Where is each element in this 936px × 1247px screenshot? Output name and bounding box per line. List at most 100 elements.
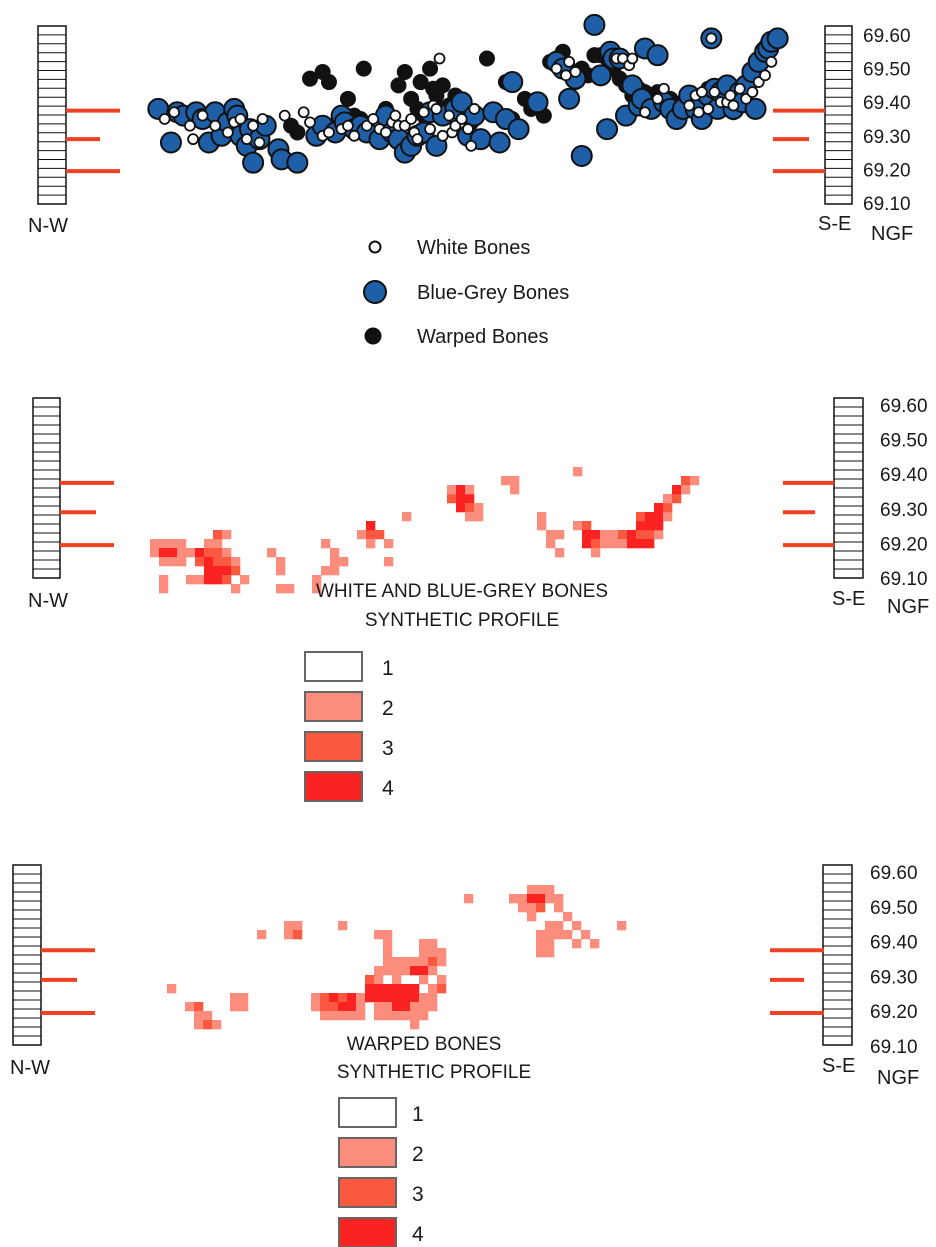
heatmap-cell-class-4 (645, 512, 655, 522)
heatmap-cell-class-2 (419, 948, 429, 958)
heatmap-cell-class-2 (663, 494, 673, 504)
heatmap-cell-class-2 (419, 1011, 429, 1021)
heatmap-cell-class-2 (428, 993, 438, 1003)
heatmap-cell-class-4 (654, 503, 664, 513)
white-bone-point (221, 126, 234, 139)
heatmap-cell-class-4 (582, 539, 592, 549)
y-tick-label: 69.60 (880, 396, 928, 417)
heatmap-cell-class-2 (572, 939, 582, 949)
y-tick-label: 69.50 (870, 898, 918, 919)
heatmap-cell-class-4 (645, 539, 655, 549)
warped-bone-point (339, 90, 356, 107)
heatmap-cell-class-4 (456, 503, 466, 513)
heatmap-cell-class-2 (240, 575, 250, 585)
heatmap-cell-class-3 (465, 503, 475, 513)
heatmap-cell-class-2 (419, 939, 429, 949)
white-bone-point (411, 133, 424, 146)
heatmap-cell-class-2 (609, 539, 619, 549)
heatmap-cell-class-2 (194, 1011, 204, 1021)
heatmap-cell-class-2 (329, 1011, 339, 1021)
warped-bone-point (478, 50, 495, 67)
profile-title-line-1: WHITE AND BLUE-GREY BONES (316, 581, 608, 602)
heatmap-cell-class-2 (186, 575, 196, 585)
blue-grey-bone-point (450, 91, 473, 114)
white-bone-point (168, 106, 181, 119)
heatmap-cell-class-2 (222, 530, 232, 540)
heatmap-cell-class-2 (563, 930, 573, 940)
profile-title-line-2: SYNTHETIC PROFILE (337, 1062, 531, 1083)
heatmap-cell-class-2 (285, 584, 295, 594)
scatter-legend: White Bones Blue-Grey Bones Warped Bones (363, 237, 569, 348)
heatmap-cell-class-3 (329, 1002, 339, 1012)
left-depth-scale (37, 25, 67, 205)
heatmap-cell-class-2 (510, 485, 520, 495)
heatmap-cell-class-2 (203, 1011, 213, 1021)
heatmap-cell-class-2 (555, 548, 565, 558)
ngf-unit-label: NGF (887, 596, 929, 618)
heatmap-cell-class-2 (195, 575, 205, 585)
blue-grey-bone-point (242, 151, 265, 174)
heatmap-cell-class-3 (203, 1020, 213, 1030)
heatmap-cell-class-2 (654, 530, 664, 540)
heatmap-cell-class-2 (428, 948, 438, 958)
left-depth-scale (12, 864, 42, 1046)
white-bone-point (342, 119, 354, 132)
y-tick-label: 69.20 (870, 1002, 918, 1023)
class-legend: 1 2 3 4 (304, 651, 394, 802)
heatmap-cell-class-2 (159, 557, 169, 567)
white-bone-point (240, 133, 253, 146)
scatter-points (147, 13, 789, 174)
nw-label: N-W (28, 215, 68, 237)
heatmap-cell-class-2 (428, 966, 438, 976)
heatmap-cell-class-2 (276, 557, 286, 567)
heatmap-cell-class-2 (545, 948, 555, 958)
white-bone-point (692, 106, 705, 119)
heatmap-cell-class-2 (437, 957, 447, 967)
legend-swatch-2 (338, 1137, 397, 1168)
heatmap-cell-class-2 (401, 957, 411, 967)
legend-warped-label: Warped Bones (417, 326, 549, 348)
heatmap-cell-class-4 (366, 521, 376, 531)
heatmap-cell-class-2 (527, 912, 537, 922)
heatmap-cell-class-2 (509, 894, 519, 904)
white-bone-point (443, 109, 455, 122)
heatmap-cell-class-2 (527, 885, 537, 895)
white-bone-point (234, 113, 247, 125)
heatmap-cell-class-2 (554, 894, 564, 904)
heatmap-cell-class-2 (546, 539, 556, 549)
heatmap-cell-class-2 (600, 539, 610, 549)
heatmap-cell-class-2 (563, 912, 573, 922)
y-tick-labels: 69.60 69.50 69.40 69.30 69.20 69.10 (880, 396, 928, 590)
blue-grey-bone-point (570, 144, 593, 167)
blue-grey-bone-point (744, 97, 767, 120)
heatmap-cell-class-3 (338, 993, 348, 1003)
legend-swatch-3 (338, 1177, 397, 1208)
heatmap-cell-class-2 (536, 885, 546, 895)
heatmap-cell-class-4 (465, 494, 475, 504)
white-bone-point (765, 55, 778, 68)
y-tick-label: 69.60 (870, 863, 918, 884)
white-bone-point (658, 82, 670, 95)
heatmap-cell-class-2 (311, 993, 321, 1003)
white-bone-point (550, 62, 563, 75)
white-bone-point (389, 109, 402, 122)
heatmap-cell-class-3 (375, 530, 385, 540)
heatmap-cell-class-4 (383, 984, 393, 994)
heatmap-cell-class-2 (464, 894, 474, 904)
heatmap-cell-class-2 (204, 539, 214, 549)
heatmap-cell-class-2 (410, 957, 420, 967)
y-tick-label: 69.30 (880, 500, 928, 521)
heatmap-cell-class-2 (177, 557, 187, 567)
heatmap-cell-class-3 (672, 494, 682, 504)
heatmap-cell-class-2 (185, 1002, 195, 1012)
white-bone-point (436, 129, 449, 142)
heatmap-cell-class-2 (383, 948, 393, 958)
warped-bone-point (412, 74, 429, 91)
heatmap-cells (167, 885, 627, 1030)
heatmap-cell-class-2 (501, 476, 511, 486)
y-tick-label: 69.50 (863, 60, 911, 81)
heatmap-cell-class-4 (536, 894, 546, 904)
heatmap-cell-class-2 (554, 903, 564, 913)
heatmap-cell-class-2 (401, 1011, 411, 1021)
